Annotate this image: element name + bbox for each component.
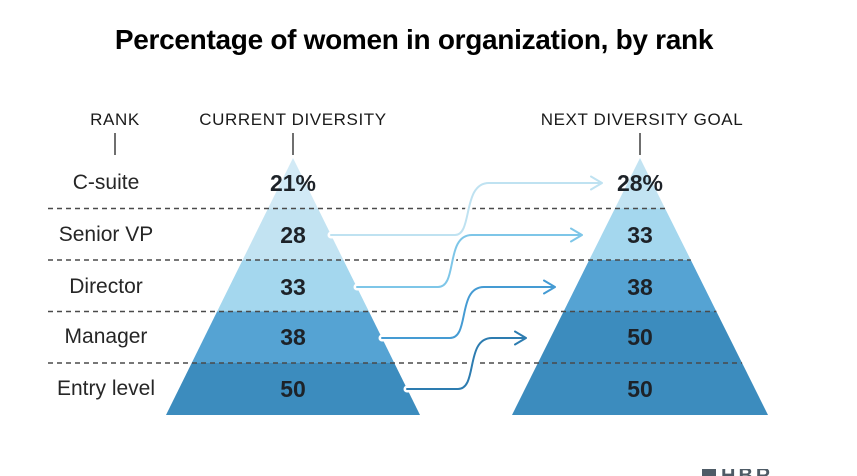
- arrow-33: [356, 227, 583, 288]
- goal-value-c-suite: 28%: [616, 170, 664, 196]
- row-separators: [48, 207, 743, 364]
- current-tier-c-suite: [268, 158, 318, 209]
- column-header-current-diversity: CURRENT DIVERSITY: [199, 110, 387, 129]
- current-tier-manager: [191, 311, 395, 363]
- current-tier-entry-level: [166, 363, 420, 415]
- hbr-logo-text: HBR: [721, 469, 773, 476]
- rank-label-senior-vp: Senior VP: [58, 223, 154, 246]
- flow-arrows: [327, 173, 606, 393]
- current-value-c-suite: 21%: [269, 170, 317, 196]
- goal-tier-senior-vp: [589, 208, 691, 260]
- current-tier-director: [217, 260, 369, 312]
- current-value-entry-level: 50: [280, 376, 306, 402]
- rank-header-tick: [114, 133, 116, 155]
- goal-tier-manager: [537, 311, 743, 363]
- hbr-shield-icon: [702, 469, 716, 476]
- goal-value-manager: 50: [627, 324, 653, 350]
- rank-label-director: Director: [69, 275, 143, 298]
- current-value-director: 33: [280, 274, 306, 300]
- current-value-senior-vp: 28: [280, 222, 306, 248]
- goal-tier-entry-level: [512, 363, 768, 415]
- current-diversity-pyramid: [166, 158, 420, 415]
- arrow-38: [381, 279, 556, 339]
- goal-value-director: 38: [627, 274, 653, 300]
- current-tier-senior-vp: [242, 208, 344, 260]
- goal-tier-director: [563, 260, 717, 312]
- goal-value-entry-level: 50: [627, 376, 653, 402]
- goal-value-senior-vp: 33: [627, 222, 653, 248]
- column-header-rank: RANK: [90, 110, 140, 129]
- rank-label-entry-level: Entry level: [56, 377, 156, 400]
- goal-header-tick: [639, 133, 641, 155]
- arrow-50: [406, 330, 527, 390]
- goal-pyramid: [512, 158, 768, 415]
- goal-tier-c-suite: [614, 158, 666, 209]
- hbr-logo: HBR: [702, 469, 776, 476]
- arrow-28: [330, 175, 603, 236]
- current-value-manager: 38: [280, 324, 306, 350]
- rank-label-manager: Manager: [64, 325, 148, 348]
- column-header-next-diversity-goal: NEXT DIVERSITY GOAL: [540, 110, 744, 129]
- current-header-tick: [292, 133, 294, 155]
- rank-label-c-suite: C-suite: [72, 171, 140, 194]
- chart-title: Percentage of women in organization, by …: [114, 24, 714, 55]
